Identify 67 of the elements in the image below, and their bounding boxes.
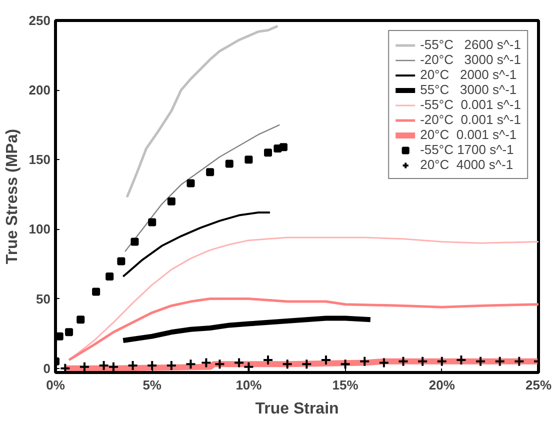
point: [185, 358, 196, 370]
legend-label: -20°C 3000 s^-1: [420, 52, 521, 67]
point: [340, 358, 351, 370]
point: [475, 356, 486, 367]
y-tick-label: 100: [28, 222, 51, 237]
legend-label: -55°C 0.001 s^-1: [420, 97, 521, 112]
point: [417, 356, 428, 367]
point: [359, 356, 370, 367]
x-axis-title: True Strain: [255, 400, 339, 418]
y-tick-label: 150: [28, 152, 51, 168]
point: [92, 288, 100, 296]
point: [225, 160, 234, 168]
line-series: [124, 124, 280, 252]
y-tick-label: 50: [36, 291, 51, 306]
y-axis-title: True Stress (MPa): [4, 128, 21, 264]
point: [494, 356, 506, 367]
legend-label: 55°C 3000 s^-1: [420, 82, 517, 97]
point: [146, 360, 158, 372]
point: [398, 356, 409, 367]
point: [65, 328, 74, 336]
point: [514, 356, 525, 367]
x-tick-label: 0%: [46, 378, 66, 392]
point: [243, 361, 254, 372]
point: [60, 362, 71, 372]
point: [320, 354, 332, 366]
legend-label: 20°C 4000 s^-1: [420, 157, 514, 172]
point: [214, 358, 226, 370]
x-tick-label: 15%: [332, 378, 359, 392]
point: [148, 218, 156, 226]
point: [264, 148, 272, 157]
legend-label: -20°C 0.001 s^-1: [420, 112, 521, 127]
point: [282, 358, 293, 370]
line-series: [122, 212, 271, 278]
point: [301, 358, 312, 370]
y-tick-label: 0: [43, 360, 51, 376]
point: [117, 257, 126, 266]
legend-label: -55°C 2600 s^-1: [420, 37, 521, 52]
point: [378, 357, 390, 368]
point: [456, 354, 467, 366]
y-tick-label: 250: [28, 13, 51, 28]
x-tick-label: 25%: [525, 378, 552, 392]
legend-label: 20°C 2000 s^-1: [420, 67, 517, 82]
point: [78, 361, 90, 372]
point: [206, 168, 214, 176]
line-series: [68, 298, 538, 362]
point: [76, 316, 85, 324]
point: [166, 360, 177, 372]
legend-label: 20°C 0.001 s^-1: [420, 127, 517, 142]
point: [108, 361, 119, 372]
point: [234, 357, 245, 368]
point: [262, 354, 274, 366]
point: [186, 179, 195, 188]
point: [98, 360, 110, 372]
x-tick-label: 20%: [428, 378, 456, 392]
x-tick-label: 5%: [142, 378, 162, 392]
point: [167, 197, 176, 206]
point: [436, 356, 448, 367]
y-tick-label: 200: [28, 82, 51, 98]
legend-label: -55°C 1700 s^-1: [420, 142, 514, 157]
point: [127, 360, 138, 372]
point: [106, 272, 114, 280]
point: [200, 357, 212, 368]
x-tick-label: 10%: [236, 378, 262, 392]
line-series: [126, 24, 279, 198]
point: [244, 156, 253, 164]
point: [279, 143, 288, 152]
point: [130, 238, 139, 246]
